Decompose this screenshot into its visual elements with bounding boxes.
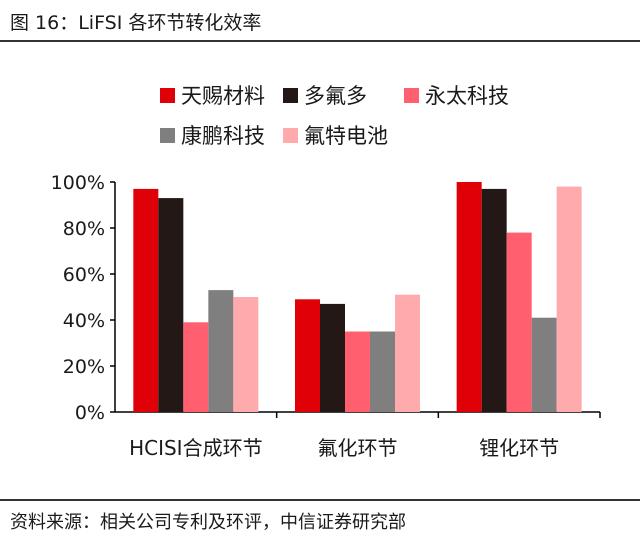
bar: [456, 182, 482, 412]
legend-swatch: [160, 127, 175, 143]
legend-item: 永太科技: [404, 80, 509, 110]
y-tick-label: 40%: [63, 310, 105, 332]
source-rule: [0, 499, 640, 501]
x-tick-label: HCISI合成环节: [129, 436, 263, 460]
bar: [233, 297, 259, 412]
bar: [370, 331, 395, 412]
bar: [295, 299, 320, 412]
legend-label: 多氟多: [304, 84, 367, 108]
legend-label: 永太科技: [425, 84, 509, 108]
y-tick-label: 20%: [63, 356, 105, 378]
legend-item: 氟特电池: [283, 120, 388, 150]
bar: [208, 290, 234, 412]
y-tick-label: 100%: [51, 172, 105, 194]
legend-label: 天赐材料: [181, 84, 265, 108]
bar: [556, 186, 582, 412]
y-tick-label: 60%: [63, 264, 105, 286]
bar: [320, 303, 345, 412]
legend-label: 康鹏科技: [181, 124, 265, 148]
legend-item: 康鹏科技: [160, 120, 265, 150]
legend-swatch: [404, 87, 419, 103]
bar: [481, 188, 507, 412]
bar: [395, 294, 420, 412]
legend-item: 多氟多: [283, 80, 367, 110]
y-tick-label: 80%: [63, 218, 105, 240]
x-tick-label: 锂化环节: [479, 436, 559, 460]
title-rule: [0, 40, 640, 42]
bar: [158, 198, 184, 412]
legend-swatch: [283, 127, 298, 143]
legend-label: 氟特电池: [304, 124, 388, 148]
figure-title: 图 16：LiFSI 各环节转化效率: [10, 12, 262, 34]
legend-item: 天赐材料: [160, 80, 265, 110]
bar: [345, 331, 370, 412]
bar: [133, 188, 159, 412]
x-tick-label: 氟化环节: [318, 436, 398, 460]
legend-swatch: [160, 87, 175, 103]
bar: [531, 317, 557, 412]
bar: [506, 232, 532, 412]
y-tick-label: 0%: [75, 402, 105, 424]
source-note: 资料来源：相关公司专利及环评，中信证券研究部: [10, 512, 406, 533]
bar: [183, 322, 209, 412]
legend-swatch: [283, 87, 298, 103]
